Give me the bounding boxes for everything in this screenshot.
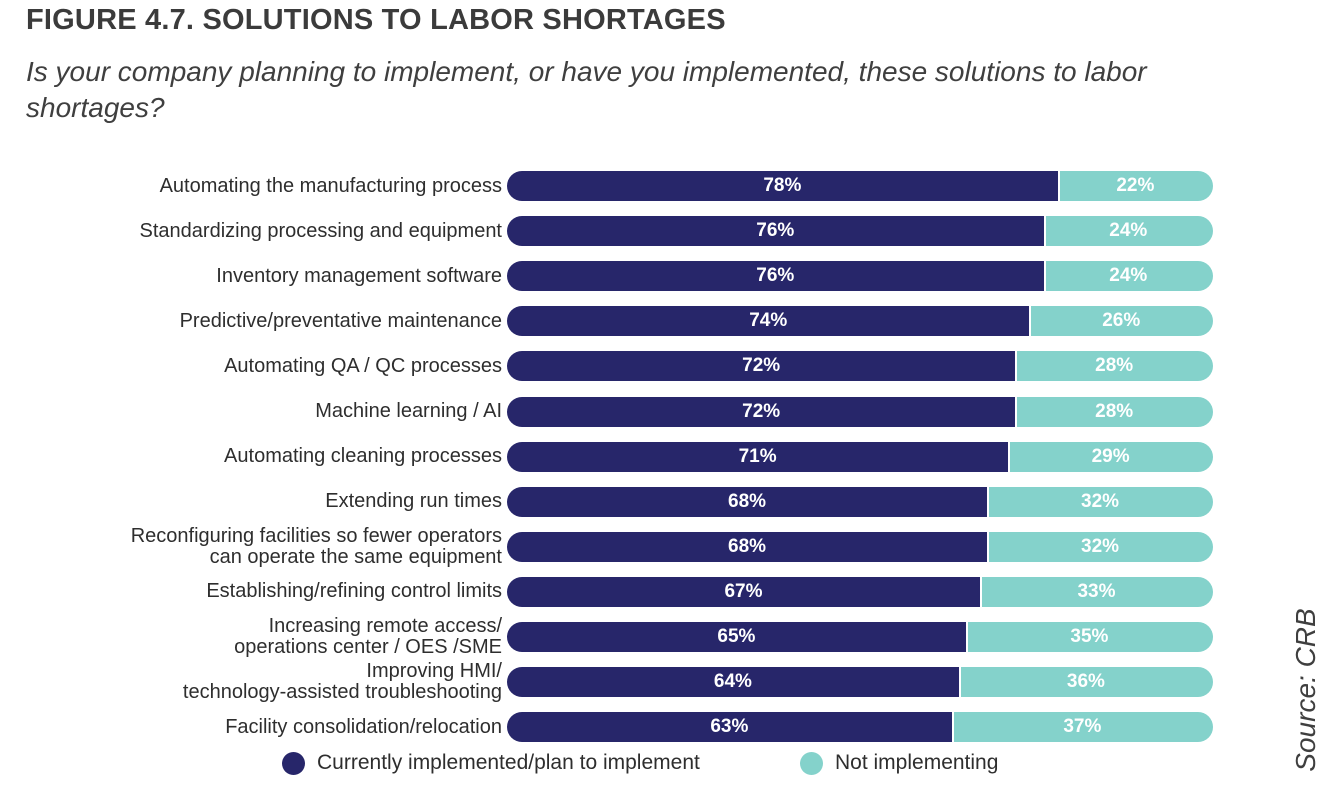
value-label-implemented: 72% bbox=[742, 355, 781, 377]
category-label-line: Machine learning / AI bbox=[315, 400, 502, 422]
value-label-implemented: 67% bbox=[724, 580, 763, 602]
value-label-not-implementing: 28% bbox=[1095, 400, 1134, 422]
bar-segment-not-implementing bbox=[987, 531, 1213, 562]
category-label-line: Inventory management software bbox=[216, 264, 502, 287]
value-label-not-implementing: 24% bbox=[1109, 220, 1148, 242]
bar-segment-not-implementing bbox=[1029, 306, 1213, 337]
bar-segment-not-implementing bbox=[1057, 171, 1213, 201]
bar-segment-not-implementing bbox=[1043, 216, 1213, 247]
bar-segment-implemented bbox=[507, 171, 1058, 201]
category-label-line: Automating the manufacturing process bbox=[159, 174, 502, 197]
value-label-not-implementing: 32% bbox=[1081, 490, 1120, 512]
legend-swatch-implemented bbox=[282, 752, 305, 775]
category-label-line: Establishing/refining control limits bbox=[206, 580, 502, 603]
category-label: Standardizing processing and equipment bbox=[22, 219, 502, 242]
bar-segment-implemented bbox=[507, 667, 959, 698]
legend-label-not-implementing: Not implementing bbox=[835, 751, 999, 774]
figure-subtitle: Is your company planning to implement, o… bbox=[26, 56, 1147, 123]
value-label-not-implementing: 29% bbox=[1091, 445, 1130, 467]
value-label-not-implementing: 26% bbox=[1102, 310, 1141, 332]
value-label-not-implementing: 32% bbox=[1081, 535, 1120, 557]
bar-segment-not-implementing bbox=[1043, 261, 1213, 292]
value-label-implemented: 74% bbox=[749, 310, 788, 332]
category-label: Extending run times bbox=[22, 491, 502, 512]
bar-segment-not-implementing bbox=[1008, 441, 1213, 472]
value-label-not-implementing: 28% bbox=[1095, 355, 1134, 377]
bar-segment-not-implementing bbox=[951, 712, 1213, 743]
category-label: Reconfiguring facilities so fewer operat… bbox=[22, 524, 502, 568]
legend-label-implemented: Currently implemented/plan to implement bbox=[317, 751, 700, 774]
bar-segment-not-implementing bbox=[987, 486, 1213, 517]
bar-segment-not-implementing bbox=[1015, 396, 1213, 427]
category-label-line: technology-assisted troubleshooting bbox=[182, 681, 502, 704]
category-label-line: Extending run times bbox=[325, 490, 502, 513]
category-label-line: Automating cleaning processes bbox=[224, 445, 502, 468]
value-label-implemented: 76% bbox=[756, 220, 795, 242]
bar-segment-implemented bbox=[507, 486, 988, 517]
category-label-line: Increasing remote access/ bbox=[268, 615, 502, 637]
value-label-implemented: 68% bbox=[728, 535, 767, 557]
bar-segment-not-implementing bbox=[965, 622, 1213, 652]
category-label: Facility consolidation/relocation bbox=[22, 715, 502, 738]
bar-segment-implemented bbox=[507, 531, 988, 562]
legend-swatch-not-implementing bbox=[800, 752, 823, 775]
value-label-not-implementing: 24% bbox=[1109, 265, 1148, 287]
bar-segment-not-implementing bbox=[980, 576, 1213, 607]
bar-segment-not-implementing bbox=[1015, 351, 1213, 382]
value-label-not-implementing: 37% bbox=[1063, 716, 1102, 738]
source-note: Source: CRB bbox=[1290, 608, 1321, 772]
bar-segment-implemented bbox=[507, 306, 1030, 337]
bar-segment-implemented bbox=[507, 622, 966, 652]
bar-segment-not-implementing bbox=[958, 667, 1213, 698]
figure-title: FIGURE 4.7. SOLUTIONS TO LABOR SHORTAGES bbox=[26, 4, 726, 36]
category-label: Automating QA / QC processes bbox=[22, 354, 502, 377]
value-label-implemented: 78% bbox=[763, 175, 802, 196]
category-label: Predictive/preventative maintenance bbox=[22, 309, 502, 332]
bar-segment-implemented bbox=[507, 351, 1016, 382]
category-label-line: Automating QA / QC processes bbox=[224, 354, 502, 377]
bar-segment-implemented bbox=[507, 216, 1044, 247]
bar-segment-implemented bbox=[507, 576, 981, 607]
value-label-implemented: 64% bbox=[713, 671, 752, 693]
category-label-line: Reconfiguring facilities so fewer operat… bbox=[130, 524, 502, 547]
category-label: Automating cleaning processes bbox=[22, 446, 502, 467]
category-label: Increasing remote access/operations cent… bbox=[22, 616, 502, 658]
category-label-line: Standardizing processing and equipment bbox=[139, 219, 502, 242]
value-label-not-implementing: 33% bbox=[1077, 580, 1116, 602]
value-label-not-implementing: 22% bbox=[1116, 175, 1155, 196]
category-label: Improving HMI/technology-assisted troubl… bbox=[22, 661, 502, 703]
value-label-implemented: 72% bbox=[742, 400, 781, 422]
category-label: Machine learning / AI bbox=[22, 401, 502, 422]
category-label-line: operations center / OES /SME bbox=[234, 636, 502, 658]
value-label-implemented: 65% bbox=[717, 626, 756, 647]
value-label-implemented: 63% bbox=[710, 716, 749, 738]
value-label-implemented: 68% bbox=[728, 490, 767, 512]
value-label-not-implementing: 35% bbox=[1070, 626, 1109, 647]
category-label-line: Predictive/preventative maintenance bbox=[179, 309, 502, 332]
bar-segment-implemented bbox=[507, 261, 1044, 292]
value-label-implemented: 76% bbox=[756, 265, 795, 287]
category-label: Inventory management software bbox=[22, 264, 502, 287]
bar-segment-implemented bbox=[507, 712, 952, 743]
category-label-line: Improving HMI/ bbox=[366, 660, 502, 683]
bar-segment-implemented bbox=[507, 396, 1016, 427]
value-label-implemented: 71% bbox=[738, 445, 777, 467]
category-label-line: can operate the same equipment bbox=[209, 545, 502, 568]
value-label-not-implementing: 36% bbox=[1066, 671, 1105, 693]
bar-segment-implemented bbox=[507, 441, 1009, 472]
category-label: Automating the manufacturing process bbox=[22, 174, 502, 197]
category-label: Establishing/refining control limits bbox=[22, 581, 502, 602]
category-label-line: Facility consolidation/relocation bbox=[225, 715, 502, 738]
